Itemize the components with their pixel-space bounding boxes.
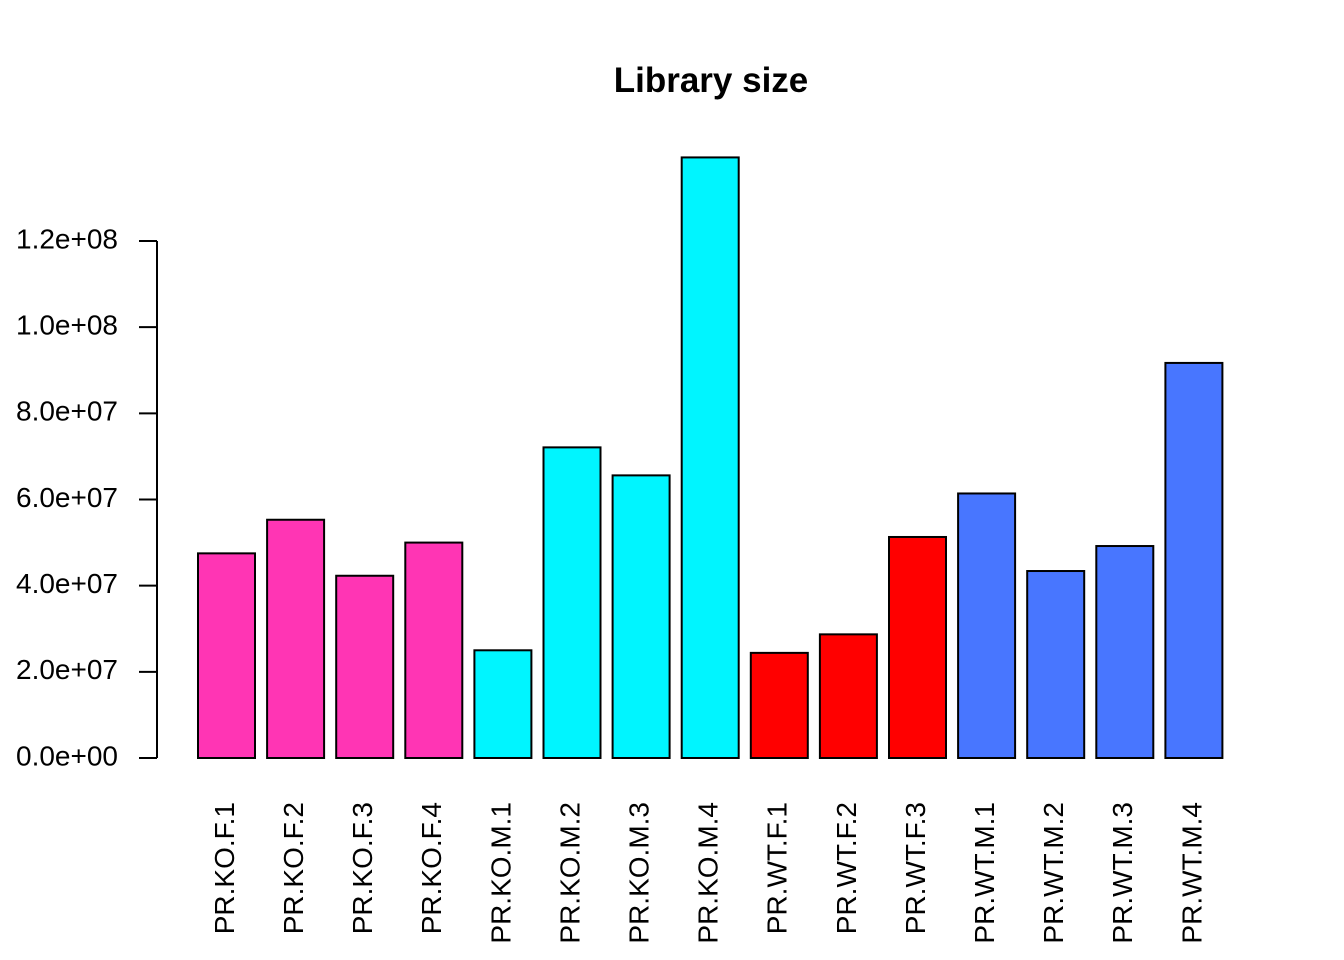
- bar-PR.WT.M.2: [1026, 570, 1086, 759]
- x-tick-label: PR.WT.F.2: [831, 802, 862, 934]
- bar-PR.KO.F.1: [197, 552, 256, 760]
- y-tick-label: 6.0e+07: [16, 482, 118, 513]
- bar-PR.WT.F.1: [749, 651, 809, 759]
- chart-title: Library size: [614, 61, 809, 100]
- bar-PR.KO.F.2: [266, 518, 326, 759]
- x-tick-label: PR.KO.F.3: [347, 802, 378, 934]
- x-tick-label: PR.KO.M.1: [485, 802, 516, 944]
- x-tick-label: PR.KO.M.4: [693, 802, 724, 944]
- y-tick-label: 4.0e+07: [16, 568, 118, 599]
- x-tick-label: PR.KO.M.3: [623, 802, 654, 944]
- x-tick-label: PR.KO.F.2: [278, 802, 309, 934]
- y-tick-label: 1.0e+08: [16, 310, 118, 341]
- x-tick-label: PR.WT.M.4: [1176, 802, 1207, 944]
- y-axis: 0.0e+00 2.0e+07 4.0e+07 6.0e+07 8.0e+07 1.0e+…: [16, 223, 158, 771]
- bar-PR.KO.M.2: [542, 446, 602, 759]
- bar-PR.WT.M.1: [957, 492, 1017, 759]
- x-tick-label: PR.WT.F.1: [762, 802, 793, 934]
- bar-PR.KO.F.4: [404, 541, 464, 759]
- bar-PR.KO.M.1: [473, 649, 533, 760]
- x-tick-label: PR.WT.M.1: [969, 802, 1000, 944]
- bar-PR.WT.M.4: [1164, 361, 1224, 759]
- y-tick-label: 0.0e+00: [16, 740, 118, 771]
- x-tick-label: PR.WT.M.3: [1107, 802, 1138, 944]
- x-tick-labels: PR.KO.F.1 PR.KO.F.2 PR.KO.F.3 PR.KO.F.4 PR.K…: [209, 802, 1207, 944]
- x-tick-label: PR.WT.M.2: [1038, 802, 1069, 944]
- x-tick-label: PR.KO.F.1: [209, 802, 240, 934]
- x-tick-label: PR.WT.F.3: [900, 802, 931, 934]
- y-tick-label: 2.0e+07: [16, 654, 118, 685]
- bar-PR.KO.M.4: [680, 156, 740, 759]
- bar-PR.WT.F.2: [818, 633, 878, 759]
- x-tick-label: PR.KO.F.4: [416, 802, 447, 934]
- x-tick-label: PR.KO.M.2: [554, 802, 585, 944]
- y-tick-label: 1.2e+08: [16, 223, 118, 254]
- bar-PR.KO.F.3: [335, 574, 395, 759]
- bar-PR.WT.F.3: [888, 535, 947, 759]
- bars-group: [197, 156, 1224, 760]
- y-tick-label: 8.0e+07: [16, 396, 118, 427]
- bar-PR.KO.M.3: [611, 474, 671, 759]
- bar-PR.WT.M.3: [1095, 545, 1155, 760]
